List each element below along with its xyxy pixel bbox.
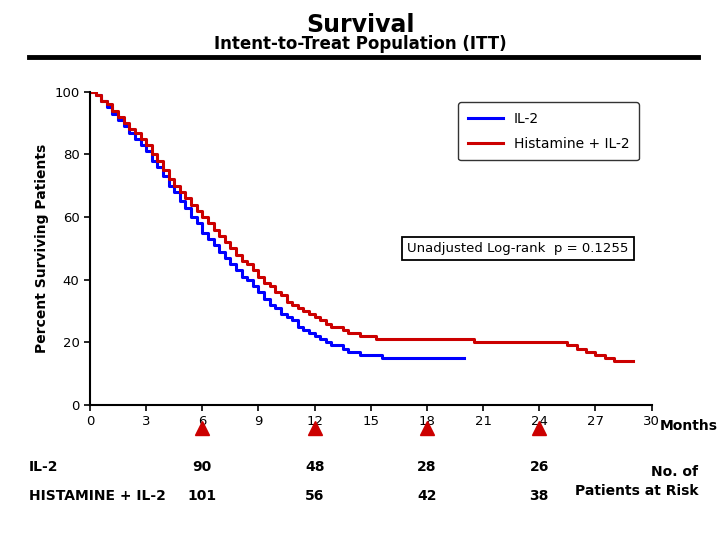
Legend: IL-2, Histamine + IL-2: IL-2, Histamine + IL-2 <box>458 102 639 160</box>
Text: 56: 56 <box>305 489 324 503</box>
Text: 26: 26 <box>530 460 549 474</box>
Text: No. of
Patients at Risk: No. of Patients at Risk <box>575 465 698 498</box>
Text: HISTAMINE + IL-2: HISTAMINE + IL-2 <box>29 489 166 503</box>
Text: 28: 28 <box>417 460 437 474</box>
Text: IL-2: IL-2 <box>29 460 58 474</box>
Text: Survival: Survival <box>306 14 414 37</box>
Text: 48: 48 <box>305 460 325 474</box>
Text: Intent-to-Treat Population (ITT): Intent-to-Treat Population (ITT) <box>214 35 506 53</box>
Text: 90: 90 <box>193 460 212 474</box>
Y-axis label: Percent Surviving Patients: Percent Surviving Patients <box>35 144 49 353</box>
Text: Unadjusted Log-rank  p = 0.1255: Unadjusted Log-rank p = 0.1255 <box>408 242 629 255</box>
Text: Months: Months <box>660 419 718 433</box>
Text: 101: 101 <box>188 489 217 503</box>
Text: 42: 42 <box>417 489 437 503</box>
Text: 38: 38 <box>530 489 549 503</box>
